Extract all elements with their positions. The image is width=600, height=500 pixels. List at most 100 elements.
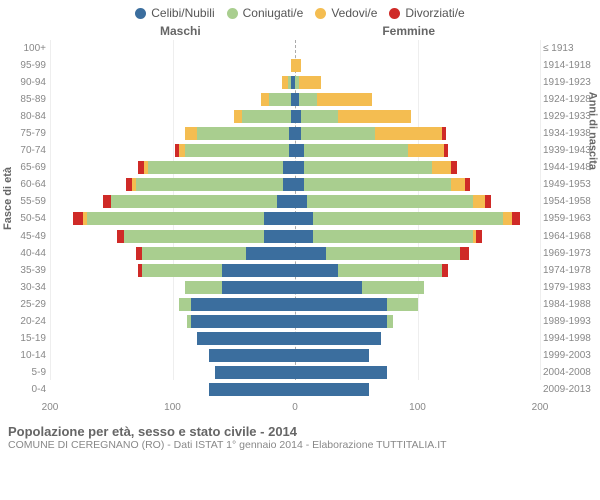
- birth-year-label: 1924-1928: [543, 91, 598, 108]
- age-row: 25-291984-1988: [50, 296, 540, 313]
- birth-year-label: 1919-1923: [543, 74, 598, 91]
- age-row: 45-491964-1968: [50, 228, 540, 245]
- bar-segment: [264, 212, 295, 225]
- bar-segment: [307, 195, 472, 208]
- age-label: 35-39: [8, 262, 46, 279]
- bar-pair: [50, 212, 540, 225]
- birth-year-label: 1969-1973: [543, 245, 598, 262]
- legend-swatch: [227, 8, 238, 19]
- male-bar: [50, 178, 295, 191]
- bar-segment: [295, 264, 338, 277]
- age-row: 70-741939-1943: [50, 142, 540, 159]
- female-bar: [295, 144, 540, 157]
- bar-segment: [512, 212, 521, 225]
- male-bar: [50, 315, 295, 328]
- bar-segment: [301, 127, 375, 140]
- birth-year-label: ≤ 1913: [543, 40, 598, 57]
- age-row: 85-891924-1928: [50, 91, 540, 108]
- birth-year-label: 2009-2013: [543, 381, 598, 398]
- bar-segment: [503, 212, 512, 225]
- bar-segment: [269, 93, 291, 106]
- bar-segment: [387, 298, 418, 311]
- legend-label: Divorziati/e: [405, 6, 464, 20]
- birth-year-label: 1934-1938: [543, 125, 598, 142]
- bar-pair: [50, 230, 540, 243]
- bar-segment: [209, 383, 295, 396]
- bar-segment: [222, 281, 296, 294]
- bar-segment: [408, 144, 445, 157]
- female-bar: [295, 264, 540, 277]
- bar-pair: [50, 161, 540, 174]
- bar-pair: [50, 349, 540, 362]
- female-bar: [295, 332, 540, 345]
- bar-segment: [261, 93, 270, 106]
- bar-segment: [317, 93, 372, 106]
- rows-container: 100+≤ 191395-991914-191890-941919-192385…: [50, 40, 540, 400]
- bar-segment: [295, 383, 369, 396]
- age-label: 100+: [8, 40, 46, 57]
- male-bar: [50, 59, 295, 72]
- female-bar: [295, 93, 540, 106]
- bar-segment: [283, 161, 295, 174]
- bar-segment: [326, 247, 461, 260]
- age-row: 55-591954-1958: [50, 193, 540, 210]
- bar-segment: [295, 161, 304, 174]
- age-row: 65-691944-1948: [50, 159, 540, 176]
- bar-segment: [87, 212, 265, 225]
- birth-year-label: 1939-1943: [543, 142, 598, 159]
- bar-segment: [432, 161, 450, 174]
- bar-segment: [451, 178, 466, 191]
- birth-year-label: 1959-1963: [543, 210, 598, 227]
- age-row: 50-541959-1963: [50, 210, 540, 227]
- age-row: 35-391974-1978: [50, 262, 540, 279]
- x-tick-label: 0: [292, 402, 298, 413]
- birth-year-label: 1984-1988: [543, 296, 598, 313]
- bar-segment: [234, 110, 243, 123]
- bar-segment: [222, 264, 296, 277]
- legend-label: Celibi/Nubili: [151, 6, 214, 20]
- bar-segment: [136, 178, 283, 191]
- age-row: 100+≤ 1913: [50, 40, 540, 57]
- male-bar: [50, 349, 295, 362]
- bar-segment: [103, 195, 112, 208]
- bar-segment: [451, 161, 457, 174]
- male-bar: [50, 144, 295, 157]
- bar-pair: [50, 315, 540, 328]
- female-bar: [295, 349, 540, 362]
- bar-segment: [142, 264, 222, 277]
- bar-segment: [295, 212, 313, 225]
- bar-segment: [277, 195, 295, 208]
- female-bar: [295, 76, 540, 89]
- bar-segment: [295, 281, 362, 294]
- x-tick-label: 200: [42, 402, 59, 413]
- legend-item: Coniugati/e: [227, 6, 304, 20]
- bar-segment: [444, 144, 448, 157]
- female-bar: [295, 161, 540, 174]
- bar-segment: [460, 247, 469, 260]
- female-bar: [295, 298, 540, 311]
- bar-segment: [197, 127, 289, 140]
- bar-segment: [246, 247, 295, 260]
- bar-segment: [304, 178, 451, 191]
- bar-segment: [148, 161, 283, 174]
- male-bar: [50, 230, 295, 243]
- bar-segment: [295, 59, 301, 72]
- header-female: Femmine: [382, 24, 435, 38]
- age-label: 85-89: [8, 91, 46, 108]
- age-label: 5-9: [8, 364, 46, 381]
- bar-pair: [50, 366, 540, 379]
- female-bar: [295, 195, 540, 208]
- legend-swatch: [135, 8, 146, 19]
- bar-segment: [185, 281, 222, 294]
- bar-segment: [313, 230, 472, 243]
- bar-pair: [50, 93, 540, 106]
- bar-segment: [73, 212, 83, 225]
- age-row: 0-42009-2013: [50, 381, 540, 398]
- age-row: 95-991914-1918: [50, 57, 540, 74]
- bar-segment: [295, 332, 381, 345]
- female-bar: [295, 178, 540, 191]
- male-bar: [50, 298, 295, 311]
- bar-segment: [338, 110, 412, 123]
- female-bar: [295, 127, 540, 140]
- bar-segment: [304, 144, 408, 157]
